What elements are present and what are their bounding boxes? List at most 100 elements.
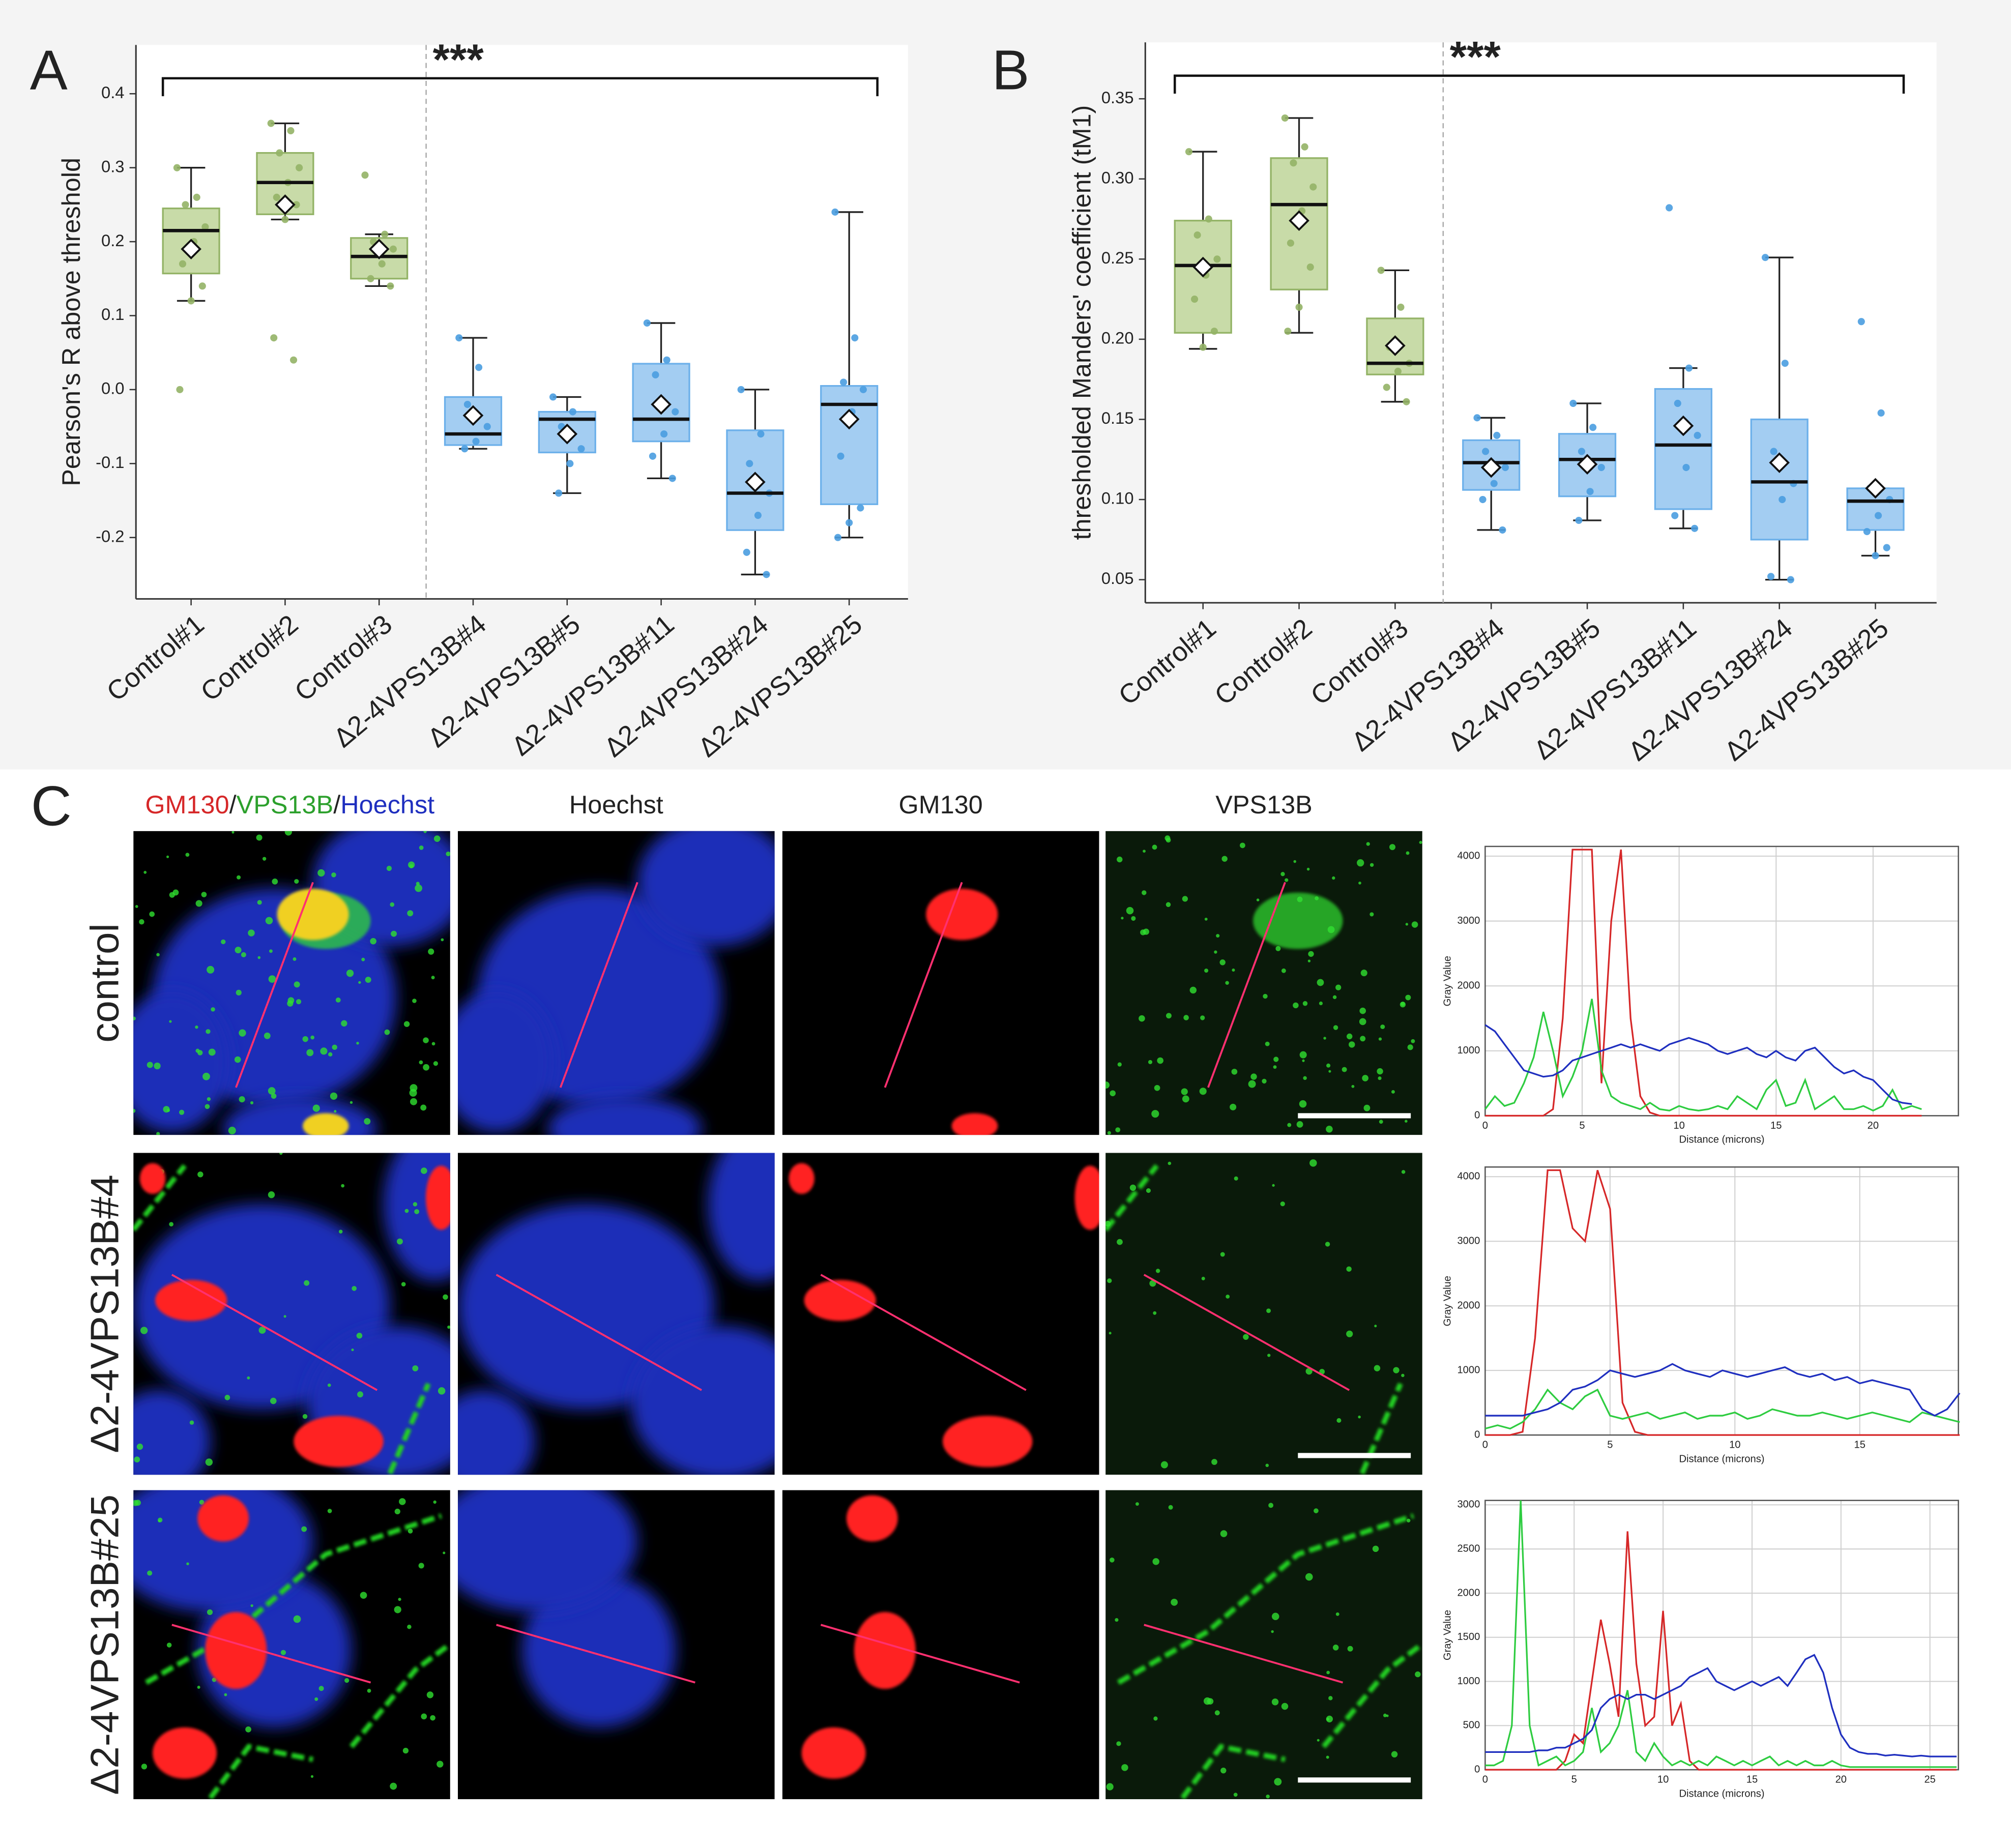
speckle: [1366, 842, 1370, 846]
x-tick-label: 20: [1835, 1774, 1847, 1785]
speckle: [268, 1087, 276, 1095]
speckle: [1106, 1783, 1114, 1791]
speckle: [438, 1387, 446, 1395]
speckle: [414, 1209, 420, 1214]
speckle: [301, 1526, 307, 1532]
speckle: [1306, 867, 1310, 871]
mean-marker: [275, 194, 296, 215]
x-tick-label: 5: [1579, 1120, 1585, 1131]
speckle: [237, 875, 241, 879]
line-chart: 0 5 10 15 20 0 1000 2000 3000 4000 Distance (micro…: [1431, 828, 1975, 1155]
header-part: /: [333, 790, 340, 819]
micrograph: [133, 1490, 450, 1800]
speckle: [1268, 1503, 1274, 1508]
data-point: [1499, 526, 1506, 534]
data-point: [267, 120, 275, 127]
data-point: [1490, 480, 1498, 487]
panel-label: C: [31, 775, 72, 838]
speckle: [317, 869, 325, 877]
speckle: [284, 831, 292, 836]
speckle: [135, 905, 138, 908]
speckle: [205, 1458, 213, 1466]
speckle: [1391, 1090, 1395, 1094]
speckle: [418, 1563, 424, 1569]
data-point: [1199, 343, 1207, 351]
speckle: [426, 1691, 434, 1698]
data-point: [276, 149, 283, 157]
y-tick-label: 2000: [1457, 1300, 1480, 1311]
speckle: [264, 1032, 271, 1039]
speckle: [403, 1021, 410, 1027]
row-label: Δ2-4VPS13B#4: [82, 1175, 127, 1453]
speckle: [1110, 1557, 1115, 1563]
speckle: [1204, 969, 1209, 973]
y-tick-label: 0.3: [101, 157, 125, 175]
speckle: [1273, 1057, 1279, 1062]
profile-line: [559, 882, 638, 1088]
golgi: [801, 1727, 866, 1779]
x-tick-label: 15: [1854, 1440, 1866, 1451]
speckle: [1153, 1716, 1158, 1721]
speckle: [399, 1498, 406, 1505]
panel-label: A: [30, 39, 68, 102]
speckle: [407, 1625, 412, 1629]
speckle: [239, 1096, 245, 1103]
speckle: [344, 1678, 349, 1683]
data-point: [173, 164, 181, 171]
data-point: [293, 201, 300, 209]
speckle: [1274, 1778, 1282, 1786]
mean-marker: [745, 472, 766, 492]
data-point: [1493, 431, 1501, 439]
y-tick-label: 0.30: [1101, 168, 1134, 187]
header-part: GM130: [145, 790, 229, 819]
speckle: [197, 1686, 200, 1689]
membrane: [1321, 1642, 1422, 1748]
profile-line: [820, 1624, 1020, 1684]
speckle: [1156, 1269, 1160, 1273]
data-point: [737, 386, 745, 393]
data-point: [1589, 424, 1597, 431]
golgi: [942, 1416, 1033, 1468]
speckle: [1411, 1039, 1415, 1043]
speckle: [361, 957, 365, 961]
column-header: VPS13B: [1215, 790, 1313, 819]
speckle: [1148, 1060, 1153, 1065]
speckle: [335, 998, 341, 1003]
data-point: [182, 201, 189, 209]
speckle: [1359, 1007, 1366, 1014]
speckle: [1379, 1120, 1383, 1124]
speckle: [1332, 1645, 1339, 1651]
mean-marker: [181, 239, 201, 259]
y-axis-label: Pearson's R above threshold: [56, 158, 85, 486]
speckle: [1149, 1280, 1156, 1287]
data-point: [389, 245, 397, 253]
speckle: [166, 1642, 172, 1648]
speckle: [1333, 1025, 1338, 1030]
speckle: [407, 910, 414, 917]
speckle: [1346, 1330, 1353, 1337]
speckle: [1200, 1015, 1205, 1020]
plot-area: [136, 45, 908, 599]
speckle: [1256, 898, 1260, 902]
speckle: [257, 900, 262, 905]
speckle: [1383, 1713, 1387, 1717]
y-tick-label: 2000: [1457, 980, 1480, 991]
speckle: [318, 1686, 324, 1691]
data-point: [757, 430, 765, 438]
speckle: [398, 1598, 401, 1601]
speckle: [156, 953, 160, 957]
y-axis-label: Gray Value: [1442, 956, 1453, 1006]
speckle: [416, 882, 420, 886]
speckle: [293, 957, 297, 961]
data-point: [672, 408, 679, 416]
speckle: [1411, 921, 1418, 928]
mean-marker: [1385, 335, 1406, 356]
y-tick-label: 0: [1474, 1429, 1480, 1440]
profile-line: [496, 1274, 702, 1391]
speckle: [1262, 1078, 1267, 1084]
speckle: [1153, 1311, 1157, 1315]
data-point: [483, 423, 491, 430]
speckle: [1374, 1325, 1377, 1328]
speckle: [1165, 902, 1171, 907]
data-point: [179, 260, 187, 268]
